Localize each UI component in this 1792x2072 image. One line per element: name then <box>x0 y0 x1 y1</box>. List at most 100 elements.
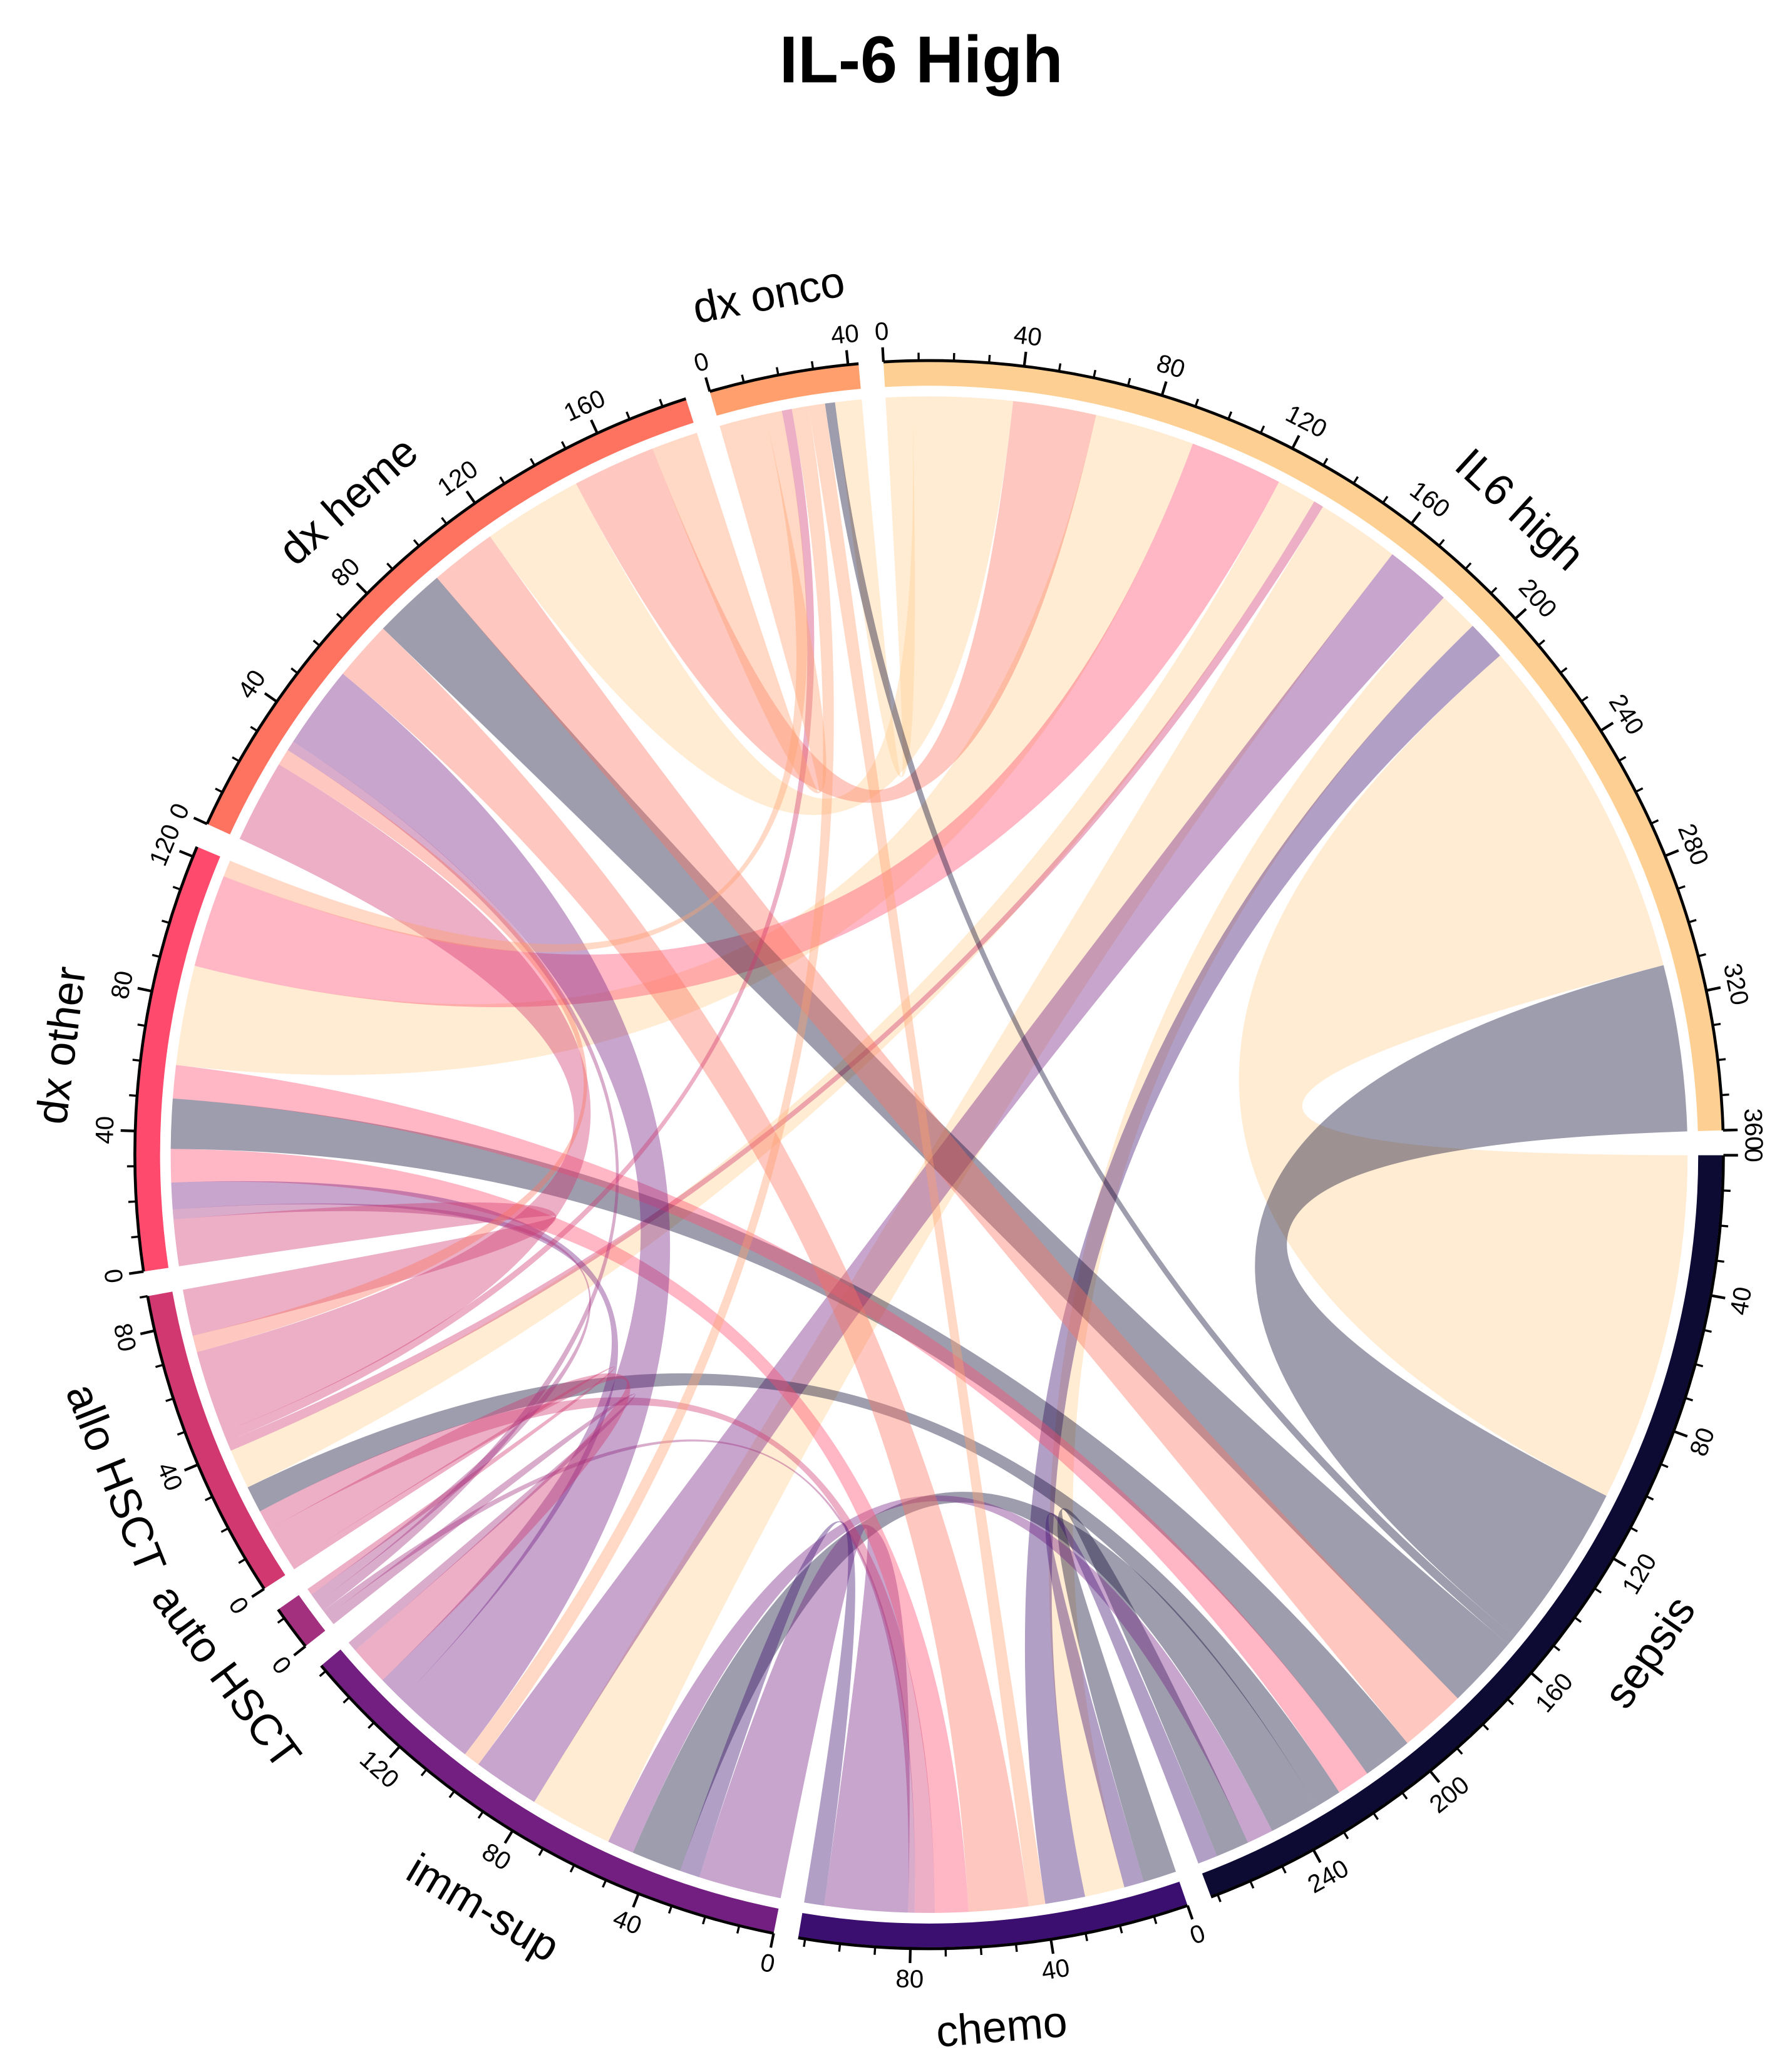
major-tick <box>1530 1671 1543 1684</box>
ribbon-chemo-dx-onco <box>808 403 1046 1907</box>
minor-tick <box>1382 496 1389 504</box>
major-tick <box>1429 1770 1441 1783</box>
minor-tick <box>1712 1022 1721 1027</box>
tick-label: 120 <box>1281 399 1331 444</box>
major-tick <box>1291 434 1300 449</box>
minor-tick <box>1697 953 1706 958</box>
tick-label: 320 <box>1718 961 1754 1008</box>
minor-tick <box>152 953 160 958</box>
minor-tick <box>155 1363 164 1368</box>
minor-tick <box>386 562 394 570</box>
major-tick <box>1160 381 1168 396</box>
ribbon-imm-sup-dx-other <box>171 1181 619 1700</box>
ribbon-il6-high-imm-sup <box>478 554 1444 1802</box>
ribbon-il6-high-imm-sup <box>534 506 1393 1842</box>
tick-label: 80 <box>477 1837 516 1876</box>
segment-rings <box>136 362 1722 1947</box>
minor-tick <box>1703 1329 1712 1333</box>
minor-tick <box>131 1235 140 1239</box>
minor-tick <box>413 539 420 547</box>
tick-label: 80 <box>1153 349 1188 384</box>
minor-tick <box>1695 1363 1704 1368</box>
minor-tick <box>659 399 664 408</box>
minor-tick <box>319 1670 327 1678</box>
tick-label: 240 <box>1303 1854 1354 1899</box>
axis-line-imm-sup <box>320 1664 775 1935</box>
minor-tick <box>177 1430 185 1436</box>
segment-label-sepsis: sepsis <box>1594 1587 1705 1716</box>
ribbon-il6-high-dx-heme <box>575 401 1096 803</box>
ribbon-sepsis-chemo <box>1045 1513 1217 1888</box>
minor-tick <box>1194 398 1200 407</box>
ribbon-imm-sup-dx-heme <box>293 674 671 1755</box>
ribbon-allo-hsct-dx-other <box>173 1202 557 1336</box>
segment-chemo <box>798 1881 1188 1947</box>
ribbon-sepsis-dx-heme <box>436 536 1458 1743</box>
tick-label: 0 <box>223 1592 254 1619</box>
tick-label: 160 <box>560 384 610 427</box>
major-tick <box>1514 608 1527 620</box>
ribbon-il6-high-chemo <box>1049 597 1473 1897</box>
segment-allo-hsct <box>148 1291 286 1589</box>
segment-label-chemo: chemo <box>934 1997 1069 2056</box>
major-tick <box>1186 1905 1194 1920</box>
ribbon-chemo-imm-sup <box>680 1521 855 1906</box>
minor-tick <box>1684 1397 1694 1402</box>
segment-label-il6-high: IL6 high <box>1446 439 1594 580</box>
minor-tick <box>137 1023 146 1027</box>
minor-tick <box>1573 1616 1582 1623</box>
minor-tick <box>1259 425 1265 434</box>
minor-tick <box>165 1397 174 1402</box>
minor-tick <box>1401 1792 1408 1800</box>
minor-tick <box>1249 1880 1255 1889</box>
axis-line-allo-hsct <box>146 1296 265 1590</box>
segment-label-dx-other: dx other <box>27 964 95 1127</box>
tick-label: 240 <box>1604 689 1650 740</box>
axis-line-dx-other <box>133 846 198 1272</box>
major-tick <box>1049 1939 1055 1954</box>
minor-tick <box>499 476 505 485</box>
tick-label: 280 <box>1672 819 1714 869</box>
major-tick <box>193 816 208 826</box>
minor-tick <box>569 1864 575 1873</box>
minor-tick <box>1560 667 1568 674</box>
minor-tick <box>238 1557 247 1564</box>
tick-label: 0 <box>98 1267 128 1285</box>
minor-tick <box>477 1811 484 1819</box>
minor-tick <box>1660 1463 1669 1469</box>
minor-tick <box>741 374 745 383</box>
axis-line-il6-high <box>883 359 1725 1131</box>
minor-tick <box>1580 695 1589 702</box>
tick-label: 40 <box>1012 321 1044 352</box>
major-tick <box>183 1463 198 1472</box>
major-tick <box>769 1933 775 1948</box>
tick-label: 40 <box>1039 1954 1071 1986</box>
major-tick <box>293 1645 307 1657</box>
tick-label: 160 <box>1404 476 1455 524</box>
minor-tick <box>1352 476 1359 485</box>
segment-label-dx-onco: dx onco <box>689 257 848 333</box>
segment-auto-hsct <box>279 1595 326 1646</box>
tick-label: 0 <box>266 1651 297 1679</box>
minor-tick <box>1716 1259 1724 1263</box>
minor-tick <box>1281 1865 1287 1874</box>
minor-tick <box>736 1925 741 1934</box>
minor-tick <box>277 1617 285 1624</box>
ribbon-sepsis-imm-sup <box>608 1495 1272 1853</box>
minor-tick <box>803 1939 806 1947</box>
ribbon-dx-heme-dx-onco <box>652 414 826 794</box>
minor-tick <box>129 1094 138 1097</box>
ribbon-sepsis-imm-sup <box>632 1492 1317 1871</box>
tick-label: 120 <box>432 454 483 501</box>
tick-label: 120 <box>354 1745 404 1793</box>
tick-label: 80 <box>105 968 138 1002</box>
minor-tick <box>810 361 815 369</box>
major-tick <box>1710 1294 1726 1300</box>
major-tick <box>264 692 278 703</box>
tick-label: 40 <box>830 319 860 350</box>
tick-label: 0 <box>1740 1148 1768 1162</box>
major-tick <box>137 987 153 993</box>
tick-label: 40 <box>609 1904 646 1940</box>
minor-tick <box>1227 411 1233 420</box>
segment-imm-sup <box>322 1649 779 1932</box>
